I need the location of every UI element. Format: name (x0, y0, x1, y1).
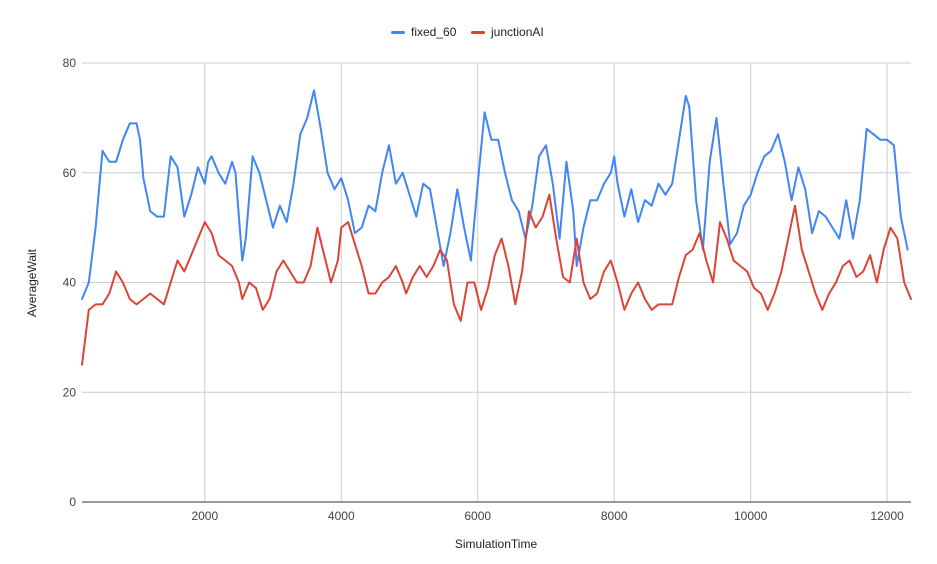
legend-swatch-fixed-60 (391, 31, 405, 34)
x-axis-title: SimulationTime (455, 537, 538, 551)
y-tick-label-20: 20 (63, 385, 77, 399)
y-axis-ticks: 0 20 40 60 80 (63, 56, 77, 509)
y-tick-label-60: 60 (63, 166, 77, 180)
legend-label-fixed-60: fixed_60 (411, 25, 457, 39)
series-lines (81, 89, 912, 366)
x-tick-label-12000: 12000 (870, 509, 904, 523)
y-axis-title: AverageWait (25, 248, 39, 317)
x-axis-ticks: 2000 4000 6000 8000 10000 12000 (191, 509, 904, 523)
x-tick-label-2000: 2000 (191, 509, 218, 523)
y-tick-label-0: 0 (69, 495, 76, 509)
x-tick-label-6000: 6000 (464, 509, 491, 523)
y-tick-label-80: 80 (63, 56, 77, 70)
legend-swatch-junction-ai (471, 31, 485, 34)
series-line-junctionai[interactable] (81, 193, 912, 366)
legend-item-junction-ai[interactable]: junctionAI (471, 25, 544, 39)
legend: fixed_60 junctionAI (391, 25, 544, 39)
x-tick-label-10000: 10000 (734, 509, 768, 523)
series-line-fixed-60[interactable] (81, 89, 909, 300)
y-tick-label-40: 40 (63, 276, 77, 290)
x-tick-label-4000: 4000 (328, 509, 355, 523)
x-tick-label-8000: 8000 (601, 509, 628, 523)
legend-item-fixed-60[interactable]: fixed_60 (391, 25, 457, 39)
legend-label-junction-ai: junctionAI (490, 25, 544, 39)
gridlines (82, 62, 911, 503)
